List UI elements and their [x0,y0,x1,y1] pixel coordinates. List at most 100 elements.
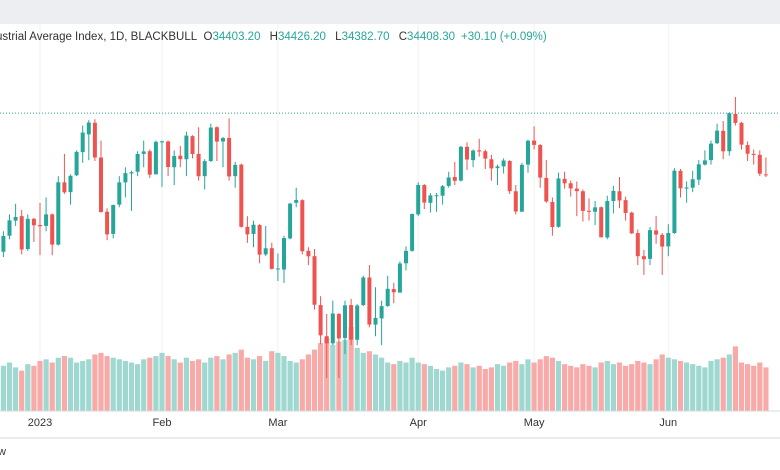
candle-body [617,191,622,201]
volume-bar [238,349,244,411]
candle-body [282,238,286,270]
volume-bar [92,354,98,411]
volume-bar [421,364,427,411]
volume-bar [37,360,43,411]
candle-body [751,153,756,155]
volume-bar [342,339,348,411]
volume-bar [659,354,665,411]
x-tick-label: 2023 [28,417,52,429]
volume-bar [189,360,196,411]
volume-bar [488,367,494,411]
volume-bar [458,362,464,411]
volume-bar [98,352,104,411]
volume-bar [397,360,403,411]
candle-body [562,178,567,184]
candle-body [702,160,707,165]
candle-body [221,138,225,142]
close-label: C [398,31,408,43]
volume-bar [586,365,592,411]
high-value: 34426.20 [277,31,326,43]
volume-bar [555,360,562,411]
volume-bar [214,356,220,411]
candle-body [105,211,110,235]
volume-bar [305,354,311,411]
volume-bar [629,364,635,411]
candle-body [696,164,701,180]
volume-bar [80,360,86,411]
volume-bar [604,360,610,411]
candle-body [214,127,219,142]
volume-bar [354,348,360,411]
candle-body [330,313,335,344]
candle-body [288,203,293,239]
candle-body [709,143,713,161]
candle-body [172,156,177,168]
candle-body [251,224,256,234]
volume-bar [171,359,177,411]
candle-body [343,305,347,338]
candle-body [80,132,85,153]
candle-body [611,190,616,202]
volume-bar [513,360,519,411]
volume-bar [653,359,659,411]
volume-bar [562,364,568,411]
volume-bar [525,359,531,411]
volume-bar [116,359,122,411]
volume-bar [147,357,153,411]
volume-bar [104,356,110,411]
volume-bar [427,365,433,411]
candle-body [757,154,762,174]
candle-body [587,210,591,212]
candle-body [257,225,262,255]
candle-body [458,146,463,181]
candle-body [532,140,537,145]
candle-body [526,140,530,165]
volume-bar [665,357,671,411]
change-value: +30.10 (+0.09%) [461,31,547,43]
volume-bar [433,369,440,411]
volume-bar [177,362,183,411]
candle-body [7,220,12,236]
volume-bar [135,364,141,411]
candle-body [410,214,415,251]
volume-bar [409,357,415,411]
volume-bar [470,367,476,411]
candle-body [367,277,372,325]
candle-body [99,157,103,212]
candle-body [660,234,665,247]
volume-bar [360,352,366,411]
candle-body [141,151,146,154]
candle-body [50,214,55,245]
candle-body [373,317,378,325]
volume-bar [616,362,623,411]
candle-body [654,230,659,235]
volume-bar [757,362,763,411]
header: ustrial Average Index, 1D, BLACKBULL O34… [0,31,553,43]
candle-body [605,201,610,238]
candle-body [1,235,6,252]
candle-body [666,232,671,247]
volume-bar [366,351,372,411]
candle-body [19,216,24,250]
volume-bar [482,369,488,411]
volume-bar [415,362,421,411]
volume-bar [549,357,555,411]
candle-body [763,174,768,176]
candle-body [422,185,427,203]
volume-bar [348,327,354,411]
volume-bar [598,362,604,411]
volume-bar [159,352,165,411]
candle-body [245,226,250,235]
candle-body [294,200,299,203]
candle-body [86,122,91,135]
volume-bar [67,357,74,411]
candle-body [361,277,366,306]
volume-bar [122,360,128,411]
volume-bar [281,356,287,411]
candle-body [275,268,280,270]
volume-bar [696,365,702,411]
volume-bar [250,359,257,411]
candle-body [733,113,738,123]
